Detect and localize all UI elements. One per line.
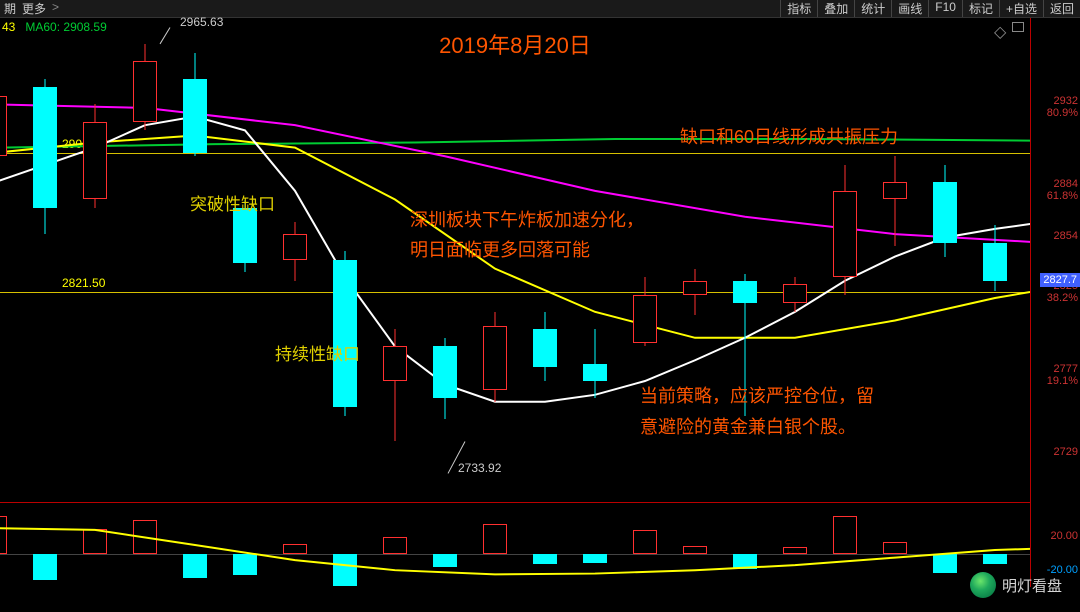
sub-zero-line <box>0 554 1030 555</box>
horizontal-line <box>0 292 1030 293</box>
annotation-text: 深圳板块下午炸板加速分化， 明日面临更多回落可能 <box>410 205 644 266</box>
main-chart[interactable]: 2901.752821.502965.632733.92突破性缺口持续性缺口缺口… <box>0 18 1030 502</box>
y-axis-label: 2729 <box>1032 446 1078 458</box>
sub-bar[interactable] <box>83 529 107 555</box>
wechat-icon <box>970 572 996 598</box>
toolbar-right: 指标 叠加 统计 画线 F10 标记 +自选 返回 <box>780 0 1080 17</box>
sub-bar[interactable] <box>933 554 957 573</box>
price-callout: 2965.63 <box>180 15 223 29</box>
annotation-text: 持续性缺口 <box>275 341 360 370</box>
sub-y-label: 20.00 <box>1032 530 1078 542</box>
sub-bar[interactable] <box>783 547 807 554</box>
sub-bar[interactable] <box>633 530 657 554</box>
y-axis: 293280.9%288461.8%2854282538.2%277719.1%… <box>1030 18 1080 502</box>
sub-bar[interactable] <box>583 554 607 563</box>
btn-overlay[interactable]: 叠加 <box>817 0 854 17</box>
annotation-text: 缺口和60日线形成共振压力 <box>680 122 898 153</box>
annotation-text: 当前策略，应该严控仓位，留 意避险的黄金兼白银个股。 <box>640 381 874 442</box>
y-axis-label: 2854 <box>1032 230 1078 242</box>
sub-bar[interactable] <box>133 520 157 554</box>
horizontal-line <box>0 153 1030 154</box>
sub-bar[interactable] <box>983 554 1007 564</box>
btn-stats[interactable]: 统计 <box>854 0 891 17</box>
sub-bar[interactable] <box>333 554 357 586</box>
btn-mark[interactable]: 标记 <box>962 0 999 17</box>
sub-bar[interactable] <box>733 554 757 569</box>
btn-f10[interactable]: F10 <box>928 0 962 17</box>
y-axis-label: 293280.9% <box>1032 95 1078 119</box>
btn-indicator[interactable]: 指标 <box>780 0 817 17</box>
watermark: 明灯看盘 <box>970 572 1062 598</box>
sub-bar[interactable] <box>883 542 907 554</box>
toolbar-left: 期 更多 > <box>0 0 59 17</box>
watermark-text: 明灯看盘 <box>1002 575 1062 596</box>
sub-bar[interactable] <box>483 524 507 554</box>
sub-bar[interactable] <box>233 554 257 575</box>
btn-drawline[interactable]: 画线 <box>891 0 928 17</box>
sub-bar[interactable] <box>183 554 207 578</box>
sub-bar[interactable] <box>33 554 57 580</box>
more-label[interactable]: 更多 <box>22 0 46 17</box>
period-label[interactable]: 期 <box>4 0 16 17</box>
y-axis-label: 288461.8% <box>1032 178 1078 202</box>
current-price-marker: 2827.7 <box>1040 273 1080 287</box>
sub-bar[interactable] <box>533 554 557 564</box>
sub-bar[interactable] <box>283 544 307 554</box>
annotation-text: 突破性缺口 <box>190 191 275 220</box>
top-toolbar: 期 更多 > 指标 叠加 统计 画线 F10 标记 +自选 返回 <box>0 0 1080 18</box>
sub-bar[interactable] <box>683 546 707 555</box>
price-callout: 2733.92 <box>458 461 501 475</box>
y-axis-label: 277719.1% <box>1032 363 1078 387</box>
more-chevron[interactable]: > <box>52 0 59 17</box>
btn-addfav[interactable]: +自选 <box>999 0 1043 17</box>
sub-bar[interactable] <box>0 516 7 554</box>
sub-bar[interactable] <box>833 516 857 554</box>
sub-chart[interactable] <box>0 502 1030 587</box>
sub-bar[interactable] <box>433 554 457 567</box>
sub-bar[interactable] <box>383 537 407 554</box>
hline-label: 2821.50 <box>60 276 107 290</box>
btn-back[interactable]: 返回 <box>1043 0 1080 17</box>
